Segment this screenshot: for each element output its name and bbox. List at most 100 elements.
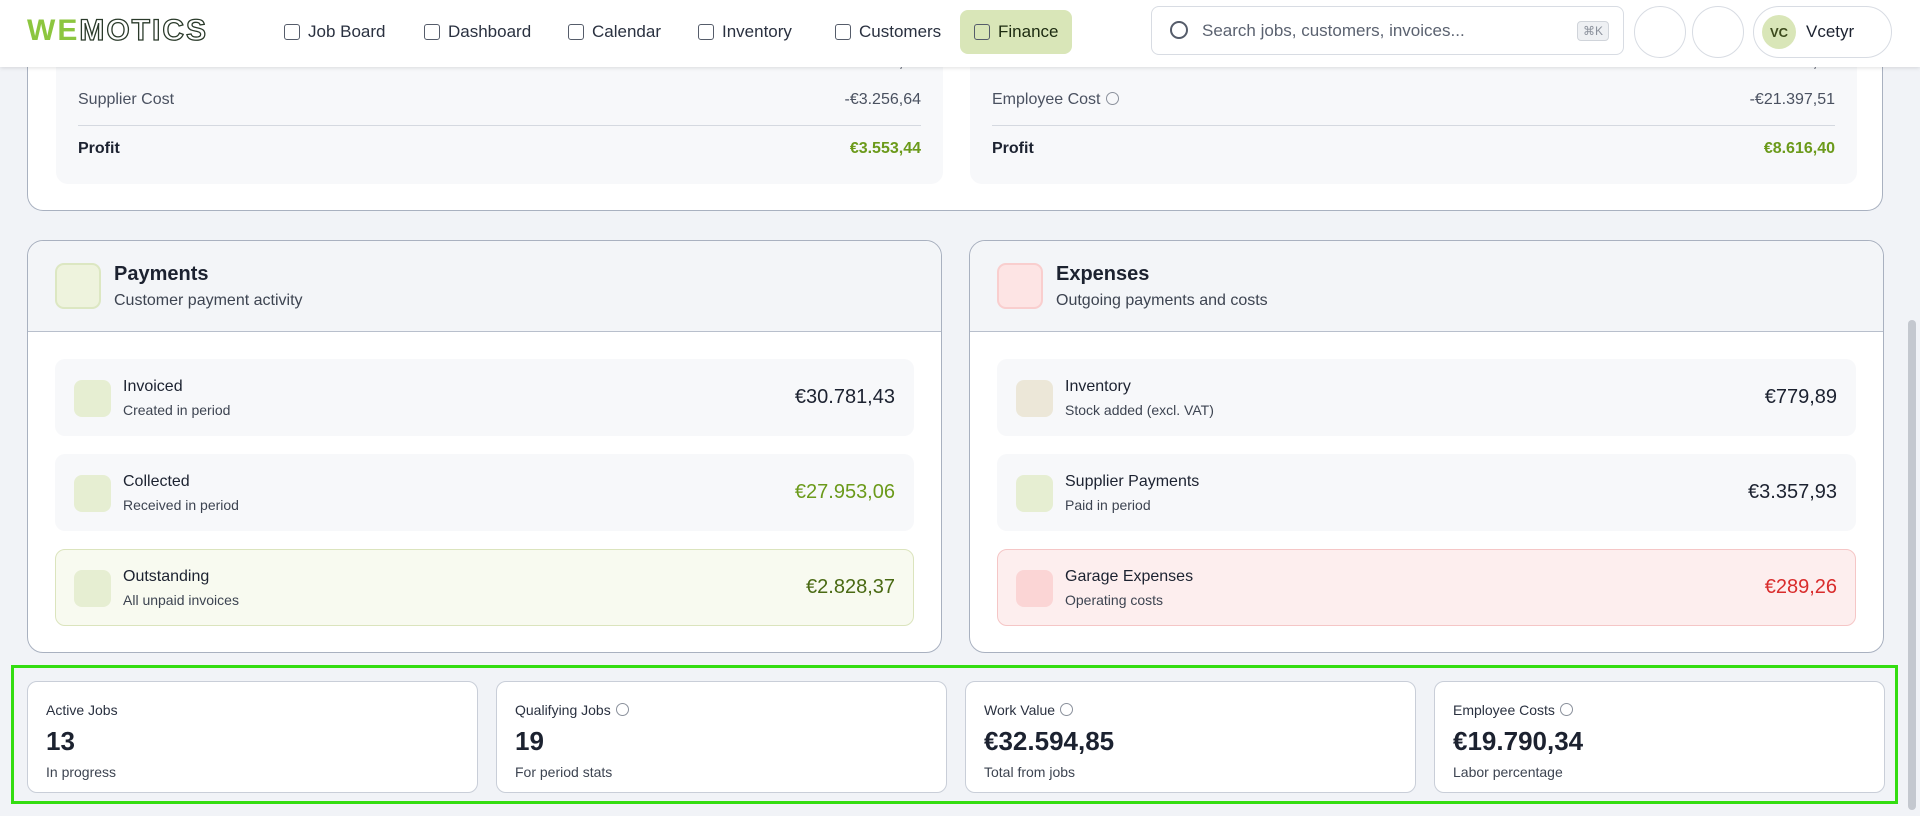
metric-row: Invoiced Created in period €30.781,43 [55, 359, 914, 436]
summary-label: Supplier Cost [78, 91, 175, 108]
summary-label: Profit [992, 140, 1034, 157]
row-value: €27.953,06 [794, 481, 895, 503]
search-icon [1170, 21, 1188, 39]
search-placeholder: Search jobs, customers, invoices... [1202, 20, 1465, 40]
stat-card: Qualifying Jobs 19 For period stats [496, 681, 947, 793]
stat-value: 19 [515, 726, 544, 756]
stat-label-text: Work Value [984, 702, 1056, 718]
info-icon[interactable] [1559, 703, 1573, 716]
card-header [970, 241, 1883, 332]
row-value: €289,26 [1764, 576, 1837, 598]
stat-label: Qualifying Jobs [515, 702, 629, 718]
row-icon [74, 380, 111, 417]
stats-panel: Active Jobs 13 In progress Qualifying Jobs 1… [11, 665, 1898, 804]
nav-label: Dashboard [448, 22, 532, 41]
card-title: Expenses [1056, 263, 1150, 285]
nav-item[interactable]: Calendar [554, 10, 675, 54]
nav-label: Finance [998, 22, 1059, 41]
stat-label-text: Qualifying Jobs [515, 702, 611, 718]
stat-value: €19.790,34 [1453, 726, 1584, 756]
row-subtitle: All unpaid invoices [123, 592, 239, 608]
row-title: Outstanding [123, 568, 210, 585]
row-subtitle: Created in period [123, 402, 231, 418]
stat-subtitle: Total from jobs [984, 764, 1076, 780]
nav-item[interactable]: Inventory [684, 10, 806, 54]
row-icon [1016, 380, 1053, 417]
nav-icon [698, 24, 714, 40]
row-title: Supplier Payments [1065, 473, 1200, 490]
nav-icon [974, 24, 990, 40]
summary-label: Profit [78, 140, 120, 157]
metric-row: Inventory Stock added (excl. VAT) €779,89 [997, 359, 1856, 436]
card-icon [997, 263, 1043, 309]
metric-row: Supplier Payments Paid in period €3.357,93 [997, 454, 1856, 531]
messages-button[interactable] [1692, 6, 1744, 58]
row-value: €2.828,37 [806, 576, 895, 598]
row-title: Collected [123, 473, 190, 490]
divider [78, 125, 921, 126]
logo-rest: MOTICS [79, 13, 208, 47]
nav-label: Calendar [592, 22, 661, 41]
logo: WEMOTICS [27, 13, 208, 48]
stat-subtitle: For period stats [515, 764, 613, 780]
row-value: €779,89 [1764, 386, 1837, 408]
stat-label: Employee Costs [1453, 702, 1573, 718]
row-icon [1016, 475, 1053, 512]
info-icon[interactable] [1105, 92, 1119, 105]
shortcut: ⌘K [1576, 21, 1609, 41]
row-title: Inventory [1065, 378, 1131, 395]
user-menu[interactable]: VC Vcetyr [1753, 6, 1892, 58]
nav-item[interactable]: Job Board [270, 10, 400, 54]
summary-row: Profit €3.553,44 [78, 140, 921, 158]
stat-card: Work Value €32.594,85 Total from jobs [965, 681, 1416, 793]
row-subtitle: Stock added (excl. VAT) [1065, 402, 1214, 418]
avatar: VC [1762, 15, 1796, 49]
summary-value: €8.616,40 [1763, 140, 1835, 157]
summary-value: -€21.397,51 [1749, 91, 1835, 108]
payments-card: Payments Customer payment activity Invoice… [27, 240, 942, 653]
row-subtitle: Operating costs [1065, 592, 1164, 608]
card-title: Payments [114, 263, 209, 285]
nav-item[interactable]: Customers [821, 10, 955, 54]
summary-label: Employee Cost [992, 91, 1119, 109]
stat-card: Employee Costs €19.790,34 Labor percentage [1434, 681, 1885, 793]
row-icon [1016, 570, 1053, 607]
summary-value: -€3.256,64 [844, 91, 921, 108]
summary-row: Employee Cost -€21.397,51 [992, 91, 1835, 109]
nav-item[interactable]: Dashboard [410, 10, 545, 54]
scrollbar [1908, 320, 1916, 810]
stat-label: Work Value [984, 702, 1074, 718]
header: WEMOTICS Job Board Dashboard Calendar Invent… [0, 0, 1920, 67]
row-title: Invoiced [123, 378, 183, 395]
card-subtitle: Outgoing payments and costs [1056, 292, 1268, 309]
row-title: Garage Expenses [1065, 568, 1194, 585]
row-subtitle: Paid in period [1065, 497, 1151, 513]
nav-icon [568, 24, 584, 40]
user-name: Vcetyr [1806, 22, 1855, 41]
stat-subtitle: In progress [46, 764, 117, 780]
nav-label: Job Board [308, 22, 386, 41]
stat-label-text: Active Jobs [46, 702, 118, 718]
card-subtitle: Customer payment activity [114, 292, 303, 309]
row-value: €30.781,43 [794, 386, 895, 408]
divider [992, 125, 1835, 126]
search-box[interactable]: Search jobs, customers, invoices... ⌘K [1151, 6, 1624, 55]
stat-label-text: Employee Costs [1453, 702, 1555, 718]
stat-card: Active Jobs 13 In progress [27, 681, 478, 793]
info-icon[interactable] [615, 703, 629, 716]
stat-subtitle: Labor percentage [1453, 764, 1563, 780]
stat-value: 13 [46, 726, 75, 756]
row-subtitle: Received in period [123, 497, 239, 513]
row-icon [74, 475, 111, 512]
summary-value: €3.553,44 [849, 140, 921, 157]
nav-icon [284, 24, 300, 40]
notifications-button[interactable] [1634, 6, 1686, 58]
nav-icon [424, 24, 440, 40]
nav-item[interactable]: Finance [960, 10, 1073, 54]
nav-label: Inventory [722, 22, 792, 41]
nav-label: Customers [859, 22, 942, 41]
info-icon[interactable] [1060, 703, 1074, 716]
metric-row: Outstanding All unpaid invoices €2.828,37 [55, 549, 914, 626]
metric-row: Collected Received in period €27.953,06 [55, 454, 914, 531]
